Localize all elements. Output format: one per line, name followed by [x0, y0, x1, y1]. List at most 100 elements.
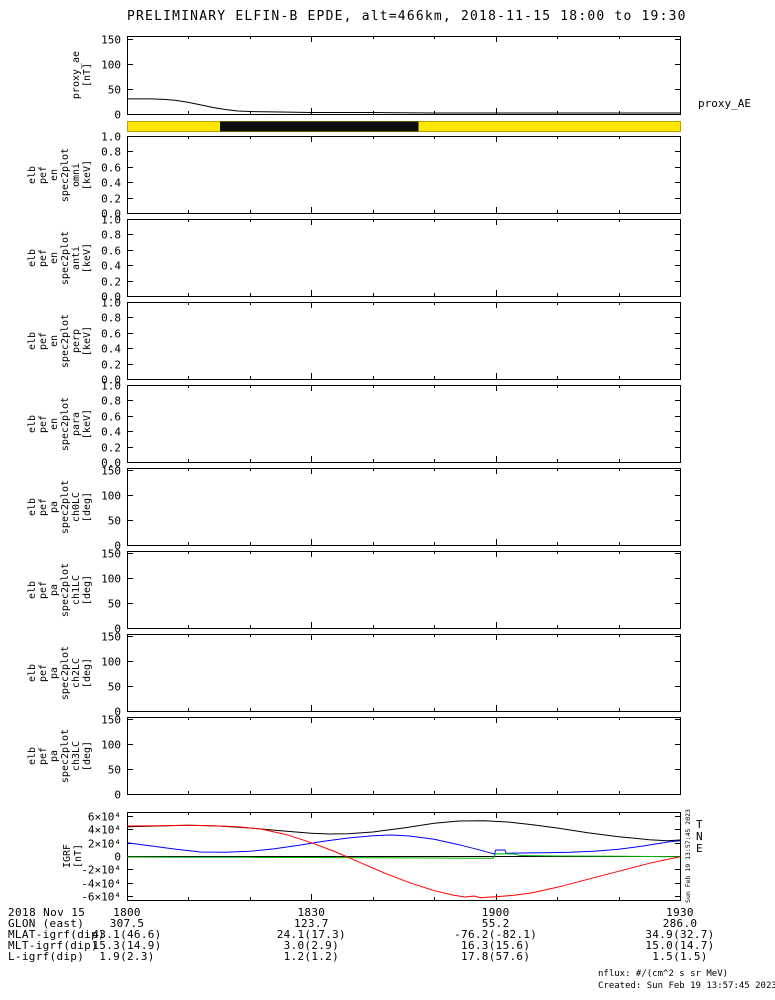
x-tick-time-label: 1930: [666, 906, 694, 919]
y-tick-label: 0: [114, 623, 121, 636]
y-axis-label-line: ch2LC: [71, 657, 82, 688]
y-axis-label-line: pef: [38, 414, 49, 433]
y-axis-label-line: [deg]: [82, 740, 93, 771]
y-axis-label-line: perp: [71, 328, 82, 353]
y-axis-label-line: pa: [49, 500, 60, 513]
y-tick-label: 150: [101, 548, 121, 561]
annotation-value: 1.5(1.5): [652, 950, 708, 963]
y-tick-label: 100: [101, 656, 121, 669]
y-axis-label-line: [nT]: [82, 62, 93, 88]
panel-en_omni: 0.0 0.2 0.4 0.6 0.8 1.0: [101, 131, 681, 221]
nflux-units-note: nflux: #/(cm^2 s sr MeV): [598, 969, 729, 979]
panel-en_anti: 0.0 0.2 0.4 0.6 0.8 1.0: [101, 214, 681, 304]
legend-letter-T: T: [696, 818, 703, 831]
y-tick-label: 0: [114, 109, 121, 122]
annotation-value: 15.0(14.7): [645, 939, 715, 952]
y-axis-label-line: pef: [38, 746, 49, 765]
y-tick-label: 0.2: [101, 359, 121, 372]
y-tick-label: 50: [108, 764, 121, 777]
y-tick-label: 2×10⁴: [88, 838, 121, 851]
y-axis-label-line: elb: [27, 663, 38, 682]
y-axis-label-line: [keV]: [82, 159, 93, 190]
y-tick-label: 4×10⁴: [88, 824, 121, 837]
y-axis-label-text-pa_ch3: elb pef pa spec2plot ch3LC [deg]: [27, 728, 93, 782]
created-timestamp: Created: Sun Feb 19 13:57:45 2023: [598, 981, 775, 991]
y-axis-label-line: elb: [27, 248, 38, 267]
legend-letter-E: E: [696, 842, 703, 855]
y-tick-label: 0.0: [101, 291, 121, 304]
panel-frame-pa_ch0: [127, 468, 681, 546]
annotation-value: 43.1(46.6): [92, 928, 162, 941]
y-axis-label-line: pa: [49, 666, 60, 679]
annotation-row-label: GLON (east): [8, 917, 85, 930]
y-tick-label: 0.6: [101, 245, 121, 258]
y-axis-label-line: IGRF: [62, 843, 73, 869]
y-tick-label: 0.8: [101, 395, 121, 408]
y-axis-label-line: ch0LC: [71, 491, 82, 522]
y-axis-label-text-proxy: proxy_ae [nT]: [71, 51, 93, 99]
annotation-value: 123.7: [294, 917, 329, 930]
y-axis-label-line: para: [71, 411, 82, 436]
y-axis-label-line: elb: [27, 497, 38, 516]
y-axis-label-line: spec2plot: [60, 645, 71, 700]
proxy-ae-line-label: proxy_AE: [698, 97, 751, 110]
annotation-value: 1.9(2.3): [99, 950, 155, 963]
annotation-value: 17.8(57.6): [461, 950, 531, 963]
y-axis-label-line: elb: [27, 414, 38, 433]
y-axis-label-line: spec2plot: [60, 230, 71, 285]
y-tick-label: 150: [101, 714, 121, 727]
legend-letter-N: N: [696, 830, 703, 843]
y-axis-label-line: [keV]: [82, 242, 93, 273]
y-tick-label: 150: [101, 465, 121, 478]
panel-proxy: 0 50 100 150: [101, 34, 681, 122]
y-tick-label: 6×10⁴: [88, 811, 121, 824]
y-tick-label: 50: [108, 598, 121, 611]
series-D: [126, 824, 681, 899]
y-axis-label-line: [deg]: [82, 574, 93, 605]
annotation-value: 3.0(2.9): [283, 939, 340, 952]
y-axis-label-line: en: [49, 168, 60, 181]
x-axis-date-label: 2018 Nov 15: [8, 906, 86, 919]
annotation-value: 15.3(14.9): [92, 939, 162, 952]
y-tick-label: 100: [101, 573, 121, 586]
created-watermark-vertical: Sun Feb 19 13:57:45 2023: [684, 809, 692, 903]
y-tick-label: 0.0: [101, 374, 121, 387]
y-tick-label: 0.8: [101, 146, 121, 159]
y-axis-label-line: elb: [27, 331, 38, 350]
series-N: [126, 834, 681, 855]
panel-en_perp: 0.0 0.2 0.4 0.6 0.8 1.0: [101, 297, 681, 387]
y-axis-label-line: proxy_ae: [71, 50, 82, 100]
y-axis-label-line: en: [49, 251, 60, 264]
y-tick-label: 0.8: [101, 229, 121, 242]
annotation-row-label: MLT-igrf(dip): [8, 939, 98, 952]
y-tick-label: 1.0: [101, 214, 121, 227]
y-tick-label: 0.4: [101, 343, 121, 356]
y-tick-label: 0.6: [101, 411, 121, 424]
y-tick-label: -6×10⁴: [81, 891, 121, 904]
y-axis-label-text-pa_ch2: elb pef pa spec2plot ch2LC [deg]: [27, 645, 93, 699]
y-axis-label-line: [deg]: [82, 491, 93, 522]
y-axis-label-line: ch3LC: [71, 740, 82, 771]
annotation-row-label: MLAT-igrf(dip): [8, 928, 105, 941]
y-tick-label: 0.2: [101, 193, 121, 206]
y-tick-label: -2×10⁴: [81, 864, 121, 877]
panel-en_para: 0.0 0.2 0.4 0.6 0.8 1.0: [101, 380, 681, 470]
y-axis-label-line: spec2plot: [60, 728, 71, 783]
y-axis-label-text-igrf: IGRF [nT]: [62, 844, 84, 868]
y-tick-label: 0.2: [101, 276, 121, 289]
y-tick-label: -4×10⁴: [81, 878, 121, 891]
y-tick-label: 0.4: [101, 426, 121, 439]
panel-frame-pa_ch1: [127, 551, 681, 629]
y-tick-label: 0.0: [101, 457, 121, 470]
panel-frame-pa_ch3: [127, 717, 681, 795]
plot-title: PRELIMINARY ELFIN-B EPDE, alt=466km, 201…: [127, 9, 687, 24]
y-tick-label: 0.4: [101, 177, 121, 190]
y-tick-label: 0.0: [101, 208, 121, 221]
x-tick-time-label: 1800: [113, 906, 141, 919]
series-E: [126, 853, 681, 859]
annotation-value: -76.2(-82.1): [454, 928, 538, 941]
y-axis-label-line: en: [49, 334, 60, 347]
panel-pa_ch3: 0 50 100 150: [101, 714, 681, 802]
y-axis-label-line: pef: [38, 580, 49, 599]
